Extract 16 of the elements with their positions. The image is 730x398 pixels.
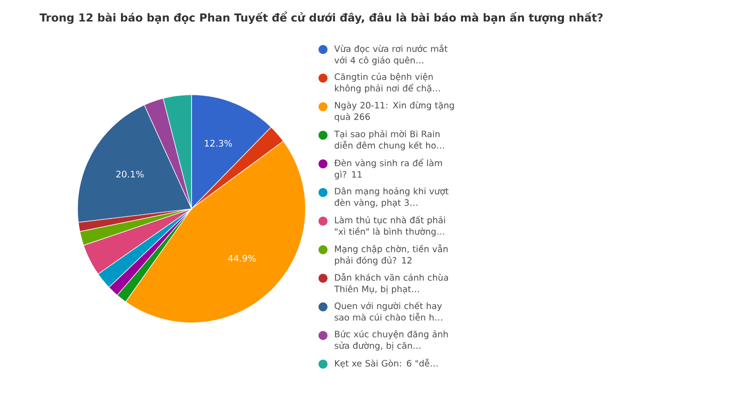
legend-label: Tại sao phải mời Bi Rain diễn đêm chung kết ho… <box>334 130 444 150</box>
data-label: 20.1% <box>116 170 144 178</box>
legend-label: Kẹt xe Sài Gòn: 6 "dễ… <box>335 358 438 368</box>
legend-label: Mạng chập chờn, tiền vẫn phải đóng đủ? 12 <box>335 244 448 266</box>
legend-label: Căngtin của bệnh viện không phải nơi để chặ… <box>334 72 440 94</box>
legend-label: Đèn vàng sinh ra để làm gì? 11 <box>334 158 442 180</box>
legend-label: Bức xúc chuyện đăng ảnh sửa đường, bị căn… <box>334 330 448 351</box>
legend-label: Quen với người chết hay sao mà cúi chào tiễn h… <box>334 302 442 321</box>
data-label: 44.9% <box>228 254 256 262</box>
legend-label: Ngày 20-11: Xin đừng tặng quà 266 <box>334 101 454 122</box>
data-label: 12.3% <box>204 140 232 147</box>
legend-label: Vừa đọc vừa rơi nước mắt với 4 cô giáo quên… <box>334 44 448 66</box>
legend-label: Dân mạng hoảng khi vượt đèn vàng, phạt 3… <box>334 187 448 208</box>
chart-title: Trong 12 bài báo bạn đọc Phan Tuyết để cử dưới đây, đâu là bài báo mà bạn ấn tượng nhất? <box>40 12 603 24</box>
legend-label: Làm thủ tục nhà đất phải "xì tiền" là bình thường… <box>335 216 445 237</box>
legend-label: Dẫn khách vãn cảnh chùa Thiên Mụ, bị phạt… <box>334 273 448 294</box>
